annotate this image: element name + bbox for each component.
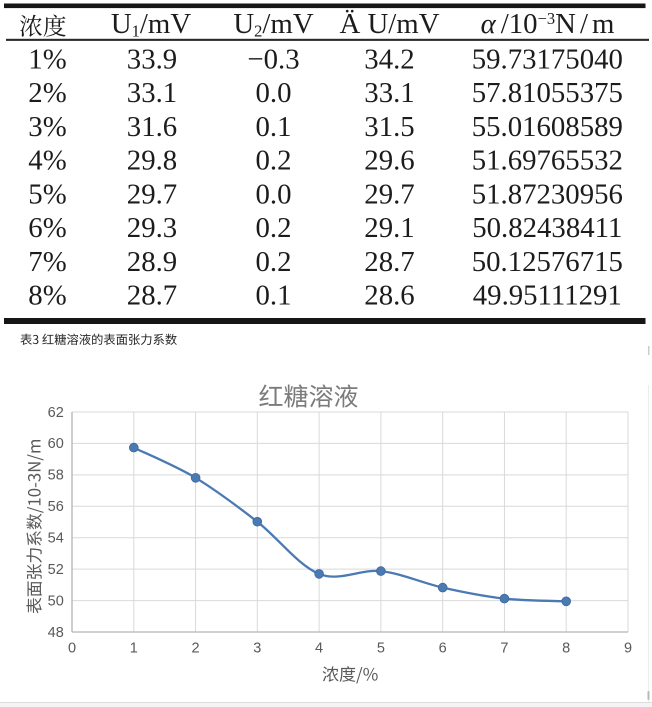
svg-text:48: 48: [48, 625, 64, 641]
svg-text:6%: 6%: [28, 212, 66, 244]
svg-text:U1/mV: U1/mV: [111, 8, 191, 41]
svg-text:29.6: 29.6: [364, 145, 414, 177]
svg-text:1: 1: [130, 641, 138, 657]
svg-text:55.01608589: 55.01608589: [472, 111, 623, 143]
svg-text:7: 7: [500, 641, 508, 657]
svg-text:33.1: 33.1: [127, 77, 177, 109]
svg-text:7%: 7%: [28, 246, 66, 278]
svg-text:0.1: 0.1: [256, 279, 292, 311]
svg-text:34.2: 34.2: [364, 44, 414, 76]
svg-text:8: 8: [562, 641, 570, 657]
svg-text:62: 62: [48, 405, 64, 421]
svg-text:58: 58: [48, 468, 64, 484]
svg-text:3%: 3%: [28, 111, 66, 143]
svg-text:9: 9: [624, 641, 632, 657]
svg-text:28.7: 28.7: [364, 246, 414, 278]
svg-text:50.12576715: 50.12576715: [472, 246, 623, 278]
svg-text:0.2: 0.2: [256, 145, 292, 177]
svg-text:2: 2: [192, 641, 200, 657]
svg-text:33.1: 33.1: [364, 77, 414, 109]
svg-text:60: 60: [48, 436, 64, 452]
svg-text:28.7: 28.7: [127, 279, 177, 311]
svg-text:31.6: 31.6: [127, 111, 177, 143]
svg-text:29.7: 29.7: [364, 178, 414, 210]
svg-text:4%: 4%: [28, 145, 66, 177]
svg-text:6: 6: [439, 641, 447, 657]
svg-text:28.6: 28.6: [364, 279, 414, 311]
svg-text:51.69765532: 51.69765532: [472, 145, 623, 177]
svg-text:2%: 2%: [28, 77, 66, 109]
svg-text:α/10−3N/m: α/10−3N / m: [481, 8, 615, 40]
svg-text:33.9: 33.9: [127, 44, 177, 76]
svg-text:51.87230956: 51.87230956: [472, 178, 623, 210]
svg-text:56: 56: [48, 499, 64, 515]
svg-text:0.0: 0.0: [256, 178, 292, 210]
svg-text:5: 5: [377, 641, 385, 657]
svg-text:57.81055375: 57.81055375: [472, 77, 623, 109]
svg-text:29.8: 29.8: [127, 145, 177, 177]
svg-text:50.82438411: 50.82438411: [472, 212, 622, 244]
svg-text:0.2: 0.2: [256, 246, 292, 278]
svg-text:8%: 8%: [28, 279, 66, 311]
svg-text:50: 50: [48, 593, 64, 609]
svg-text:−0.3: −0.3: [247, 44, 299, 76]
svg-text:59.73175040: 59.73175040: [472, 44, 623, 76]
svg-text:49.95111291: 49.95111291: [473, 279, 622, 311]
svg-text:29.1: 29.1: [364, 212, 414, 244]
svg-text:29.3: 29.3: [127, 212, 177, 244]
svg-text:3: 3: [253, 641, 261, 657]
svg-text:5%: 5%: [28, 178, 66, 210]
svg-text:4: 4: [315, 641, 323, 657]
svg-text:31.5: 31.5: [364, 111, 414, 143]
svg-text:1%: 1%: [28, 44, 66, 76]
svg-text:54: 54: [48, 531, 64, 547]
svg-text:Ä U/mV: Ä U/mV: [340, 8, 440, 40]
svg-text:0.0: 0.0: [256, 77, 292, 109]
svg-text:0.1: 0.1: [256, 111, 292, 143]
svg-text:0.2: 0.2: [256, 212, 292, 244]
svg-text:52: 52: [48, 562, 64, 578]
svg-text:0: 0: [68, 641, 76, 657]
svg-text:29.7: 29.7: [127, 178, 177, 210]
svg-text:28.9: 28.9: [127, 246, 177, 278]
svg-text:U2/mV: U2/mV: [233, 8, 313, 41]
